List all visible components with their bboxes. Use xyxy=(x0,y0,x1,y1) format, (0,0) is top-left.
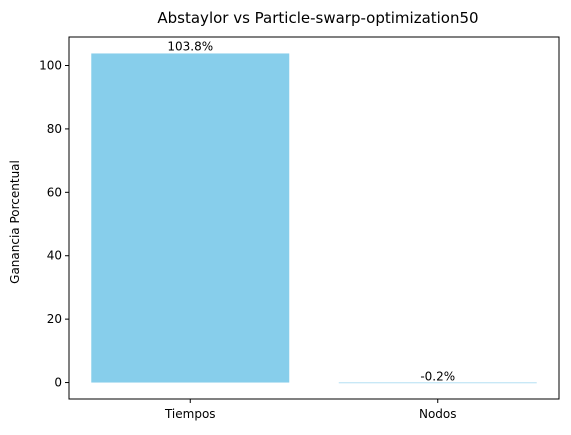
plot-area: 0 20 40 60 80 100 103.8% Tiempos -0.2% Nodos xyxy=(39,39,537,421)
y-tick-label: 80 xyxy=(47,122,62,136)
bar-tiempos xyxy=(91,53,290,383)
chart-title: Abstaylor vs Particle-swarp-optimization… xyxy=(157,9,478,27)
data-label: 103.8% xyxy=(167,39,213,53)
y-tick-label: 100 xyxy=(39,59,62,73)
y-axis-label: Ganancia Porcentual xyxy=(8,160,22,284)
plot-frame xyxy=(68,36,560,400)
bar-nodos xyxy=(338,382,537,384)
x-tick-label: Tiempos xyxy=(164,407,216,421)
y-tick-label: 60 xyxy=(47,185,62,199)
y-tick-label: 0 xyxy=(54,376,62,390)
data-label: -0.2% xyxy=(420,370,455,384)
y-tick-label: 20 xyxy=(47,312,62,326)
y-tick-label: 40 xyxy=(47,249,62,263)
x-tick-label: Nodos xyxy=(419,407,457,421)
